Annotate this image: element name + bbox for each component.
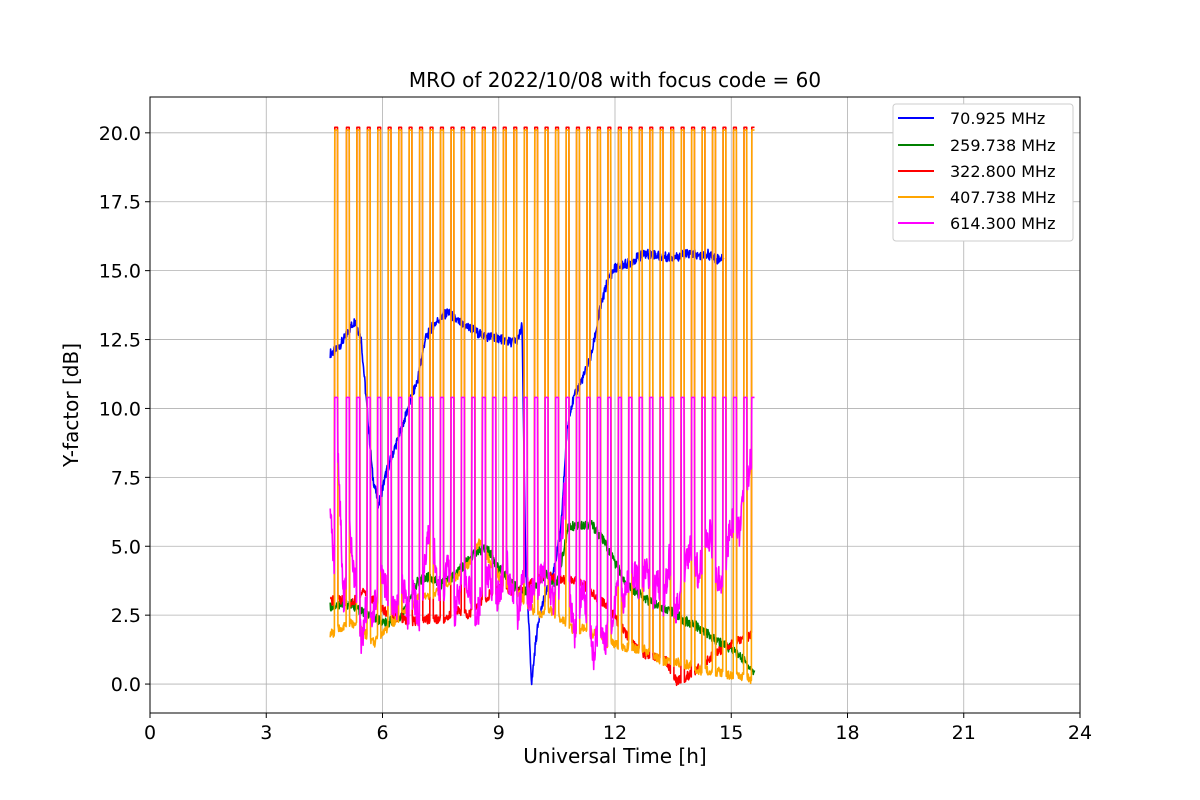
y-tick-label: 15.0 [99,261,141,283]
legend-label-614-300: 614.300 MHz [950,214,1055,233]
chart-title: MRO of 2022/10/08 with focus code = 60 [409,68,821,92]
x-tick-label: 18 [835,722,859,744]
legend-label-322-800: 322.800 MHz [950,162,1055,181]
y-tick-label: 20.0 [99,123,141,145]
x-tick-label: 21 [952,722,976,744]
x-tick-label: 3 [260,722,272,744]
x-tick-label: 12 [603,722,627,744]
legend-label-70-925: 70.925 MHz [950,109,1045,128]
series-line-407-738 [329,129,755,685]
y-tick-label: 10.0 [99,398,141,420]
y-tick-label: 2.5 [111,605,141,627]
x-tick-label: 15 [719,722,743,744]
x-axis-label: Universal Time [h] [523,744,706,768]
y-tick-label: 0.0 [111,674,141,696]
y-tick-label: 7.5 [111,467,141,489]
x-tick-label: 0 [144,722,156,744]
x-tick-label: 24 [1068,722,1092,744]
y-tick-label: 5.0 [111,536,141,558]
y-axis-label: Y-factor [dB] [59,343,83,468]
legend: 70.925 MHz 259.738 MHz 322.800 MHz 407.7… [892,103,1074,242]
series-line-614-300 [329,396,755,671]
legend-label-407-738: 407.738 MHz [950,188,1055,207]
y-tick-label: 17.5 [99,192,141,214]
legend-label-259-738: 259.738 MHz [950,136,1055,155]
series-layer [329,126,756,687]
y-tick-label: 12.5 [99,330,141,352]
x-tick-label: 6 [376,722,388,744]
x-tick-label: 9 [493,722,505,744]
legend-box [892,103,1074,242]
tick-layer: 0 3 6 9 12 15 18 21 24 0.0 2.5 5.0 7.5 10.0 12.5 15.0 17… [99,123,1092,744]
